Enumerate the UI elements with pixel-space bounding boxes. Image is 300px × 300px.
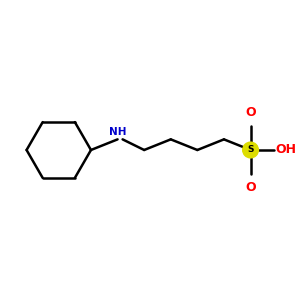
- Text: O: O: [245, 182, 256, 194]
- Circle shape: [243, 142, 258, 158]
- Text: OH: OH: [276, 143, 297, 157]
- Text: O: O: [245, 106, 256, 118]
- Text: NH: NH: [109, 127, 126, 137]
- Text: S: S: [247, 146, 254, 154]
